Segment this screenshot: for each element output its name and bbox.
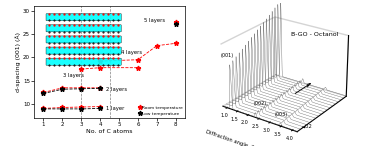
Text: 3 layers: 3 layers	[63, 73, 84, 78]
Text: 1 layer: 1 layer	[106, 106, 124, 111]
Y-axis label: d-spacing (001) (Å): d-spacing (001) (Å)	[16, 32, 22, 92]
Legend: Room temperature, Low temperature: Room temperature, Low temperature	[139, 106, 183, 116]
Text: 2 layers: 2 layers	[106, 87, 127, 92]
X-axis label: No. of C atoms: No. of C atoms	[86, 129, 133, 134]
Title: B-GO - Octanol: B-GO - Octanol	[291, 32, 338, 36]
Text: 5 layers: 5 layers	[144, 18, 165, 23]
X-axis label: Diffraction angle, 2θ (degrees): Diffraction angle, 2θ (degrees)	[205, 129, 284, 146]
Text: 4 layers: 4 layers	[121, 50, 142, 55]
